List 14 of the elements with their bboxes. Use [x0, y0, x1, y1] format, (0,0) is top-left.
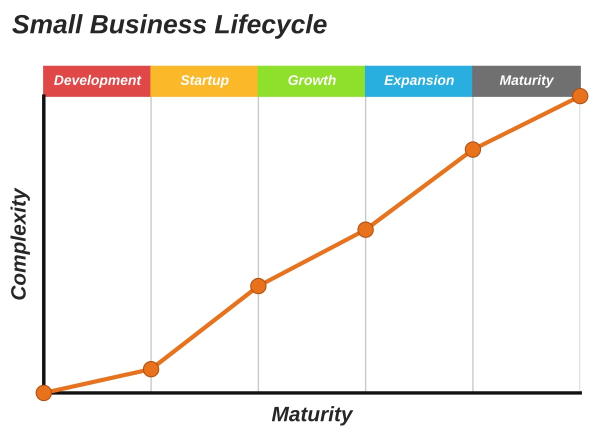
text: Startup — [180, 75, 229, 88]
point — [464, 141, 482, 158]
x-axis-title: Maturity — [272, 406, 354, 426]
chart-title: Small Business Lifecycle — [12, 14, 327, 39]
text: Expansion — [384, 74, 454, 88]
point — [36, 384, 52, 402]
text: Maturity — [500, 74, 554, 88]
point — [250, 278, 267, 294]
point — [357, 222, 374, 238]
text: Development — [54, 74, 142, 88]
point — [142, 361, 160, 378]
text: Growth — [288, 74, 336, 86]
point — [572, 88, 588, 104]
y-axis-title: Complexity — [10, 188, 30, 300]
